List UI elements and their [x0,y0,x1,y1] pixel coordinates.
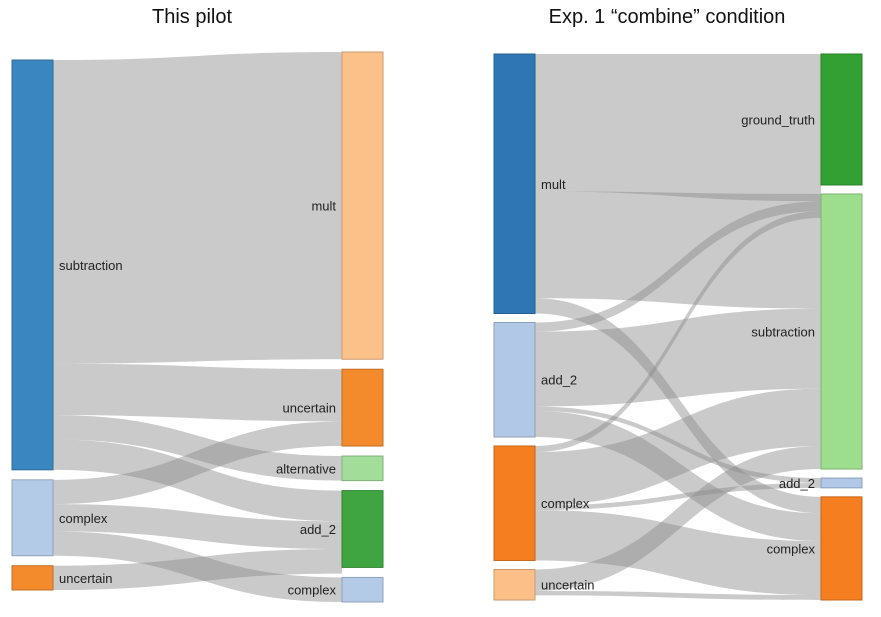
right-node-uncertain [341,368,384,447]
left-node-complex [493,445,536,561]
flow-uncertain-to-subtraction [535,446,821,591]
right-node-label-uncertain: uncertain [283,401,336,416]
flow-subtraction-to-add-2 [53,439,342,522]
left-node-label-subtraction: subtraction [59,258,123,273]
flow-add-2-to-subtraction [535,308,821,407]
right-node-add-2 [820,477,863,489]
right-node-label-mult: mult [311,199,336,214]
right-node-label-add-2: add_2 [779,476,815,491]
left-node-label-mult: mult [541,177,566,192]
right-node-label-complex: complex [767,541,816,556]
left-node-label-uncertain: uncertain [541,578,594,593]
left-node-complex [11,479,54,557]
left-chart-title: This pilot [151,6,233,28]
flow-complex-to-ground-truth [535,211,821,453]
right-chart-title: Exp. 1 “combine” condition [548,6,786,28]
sankey-links [535,54,821,600]
right-node-label-alternative: alternative [276,461,336,476]
flow-complex-to-complex [53,531,342,602]
flow-complex-to-complex [535,510,821,596]
flow-subtraction-to-alternative [53,415,342,481]
right-node-label-ground-truth: ground_truth [741,112,815,127]
left-node-uncertain [493,568,536,601]
left-node-mult [493,53,536,314]
flow-uncertain-to-add-2 [53,548,342,590]
right-node-add-2 [341,490,384,568]
right-node-alternative [341,455,384,482]
left-node-subtraction [11,59,54,471]
right-node-label-complex: complex [288,583,337,598]
left-sankey-svg: subtraction complex uncertain mult uncertain… [11,51,384,603]
sankey-links [53,52,342,602]
left-node-label-add-2: add_2 [541,373,577,388]
right-node-label-add-2: add_2 [300,522,336,537]
flow-complex-to-uncertain [53,421,342,505]
right-node-complex [820,496,863,601]
flow-uncertain-to-complex [535,590,821,600]
right-node-ground-truth [820,53,863,186]
flow-mult-to-subtraction [535,191,821,309]
flow-add-2-to-add-2 [535,406,821,483]
left-node-label-complex: complex [541,496,590,511]
flow-add-2-to-ground-truth [535,201,821,332]
flow-mult-to-complex [535,298,821,514]
flow-complex-to-add-2 [53,504,342,549]
left-node-label-uncertain: uncertain [59,571,112,586]
right-node-mult [341,51,384,360]
flow-mult-to-ground-truth [535,54,821,202]
flow-subtraction-to-mult [53,52,342,364]
left-node-label-complex: complex [59,511,108,526]
flow-subtraction-to-uncertain [53,363,342,422]
left-node-uncertain [11,565,54,591]
right-node-complex [341,576,384,603]
left-node-add-2 [493,322,536,438]
sankey-nodes: subtraction complex uncertain mult uncertain… [11,51,384,603]
flow-complex-to-add-2 [535,482,821,511]
right-node-subtraction [820,193,863,470]
flow-add-2-to-complex [535,411,821,542]
flow-complex-to-subtraction [535,388,821,506]
right-node-label-subtraction: subtraction [751,325,815,340]
